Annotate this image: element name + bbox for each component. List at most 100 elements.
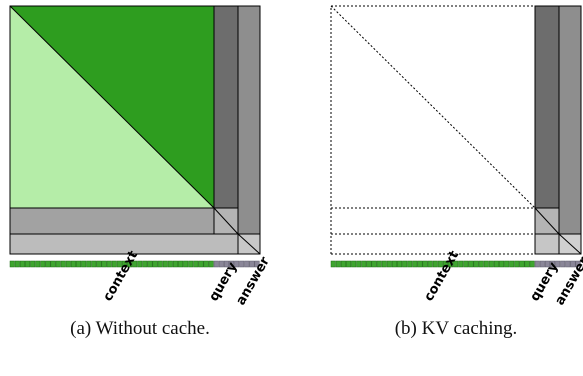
query-answer-token bbox=[575, 260, 581, 268]
query-answer-token bbox=[565, 260, 571, 268]
query-answer-token bbox=[223, 260, 229, 268]
panel-a-border bbox=[9, 5, 261, 255]
context-token bbox=[371, 260, 377, 268]
context-token bbox=[45, 260, 51, 268]
query-answer-token bbox=[555, 260, 561, 268]
context-token bbox=[478, 260, 484, 268]
caption-without-cache: (a) Without cache. bbox=[70, 318, 210, 339]
panel-without-cache: context query answer bbox=[9, 5, 273, 308]
context-token bbox=[111, 260, 117, 268]
context-token bbox=[499, 260, 505, 268]
context-token bbox=[147, 260, 153, 268]
context-token bbox=[167, 260, 173, 268]
aa-diagonal bbox=[558, 233, 582, 255]
context-token bbox=[427, 260, 433, 268]
context-token bbox=[488, 260, 494, 268]
query-answer-token bbox=[550, 260, 556, 268]
context-token bbox=[183, 260, 189, 268]
query-row bbox=[9, 207, 239, 235]
context-token bbox=[198, 260, 204, 268]
query-column bbox=[534, 5, 560, 209]
context-token bbox=[19, 260, 25, 268]
context-token bbox=[361, 260, 367, 268]
context-token bbox=[448, 260, 454, 268]
context-token bbox=[121, 260, 127, 268]
context-token bbox=[473, 260, 479, 268]
context-token bbox=[529, 260, 535, 268]
context-token bbox=[509, 260, 515, 268]
context-token bbox=[386, 260, 392, 268]
query-column bbox=[213, 5, 239, 209]
query-answer-token bbox=[234, 260, 240, 268]
context-token bbox=[188, 260, 194, 268]
context-token bbox=[381, 260, 387, 268]
context-token bbox=[96, 260, 102, 268]
context-token bbox=[483, 260, 489, 268]
context-token bbox=[519, 260, 525, 268]
context-token bbox=[402, 260, 408, 268]
context-token bbox=[14, 260, 20, 268]
context-token bbox=[55, 260, 61, 268]
context-token bbox=[514, 260, 520, 268]
query-answer-token bbox=[249, 260, 255, 268]
context-token bbox=[208, 260, 214, 268]
context-token bbox=[178, 260, 184, 268]
context-token bbox=[70, 260, 76, 268]
context-token bbox=[157, 260, 163, 268]
query-answer-token bbox=[560, 260, 566, 268]
context-token bbox=[152, 260, 158, 268]
query-answer-token bbox=[570, 260, 576, 268]
context-token bbox=[493, 260, 499, 268]
context-token bbox=[137, 260, 143, 268]
context-token bbox=[391, 260, 397, 268]
context-token bbox=[101, 260, 107, 268]
context-token bbox=[442, 260, 448, 268]
qq-diagonal bbox=[213, 207, 239, 235]
query-answer-token bbox=[229, 260, 235, 268]
context-token bbox=[356, 260, 362, 268]
context-token bbox=[458, 260, 464, 268]
token-strip bbox=[330, 260, 581, 268]
query-answer-token bbox=[218, 260, 224, 268]
query-answer-token bbox=[244, 260, 250, 268]
context-token bbox=[203, 260, 209, 268]
context-token bbox=[437, 260, 443, 268]
context-label: context bbox=[100, 248, 141, 304]
panel-b-outline bbox=[330, 5, 536, 209]
context-token bbox=[30, 260, 36, 268]
query-answer-token bbox=[544, 260, 550, 268]
caption-kv-caching: (b) KV caching. bbox=[394, 318, 518, 339]
context-token bbox=[127, 260, 133, 268]
context-token bbox=[76, 260, 82, 268]
context-token bbox=[412, 260, 418, 268]
context-token bbox=[91, 260, 97, 268]
context-token bbox=[407, 260, 413, 268]
context-label: context bbox=[421, 248, 462, 304]
context-token bbox=[366, 260, 372, 268]
context-token bbox=[60, 260, 66, 268]
context-token bbox=[453, 260, 459, 268]
context-token bbox=[40, 260, 46, 268]
qq-diagonal bbox=[534, 207, 560, 235]
context-token bbox=[335, 260, 341, 268]
context-token bbox=[351, 260, 357, 268]
token-strip bbox=[9, 260, 260, 268]
context-token bbox=[162, 260, 168, 268]
context-token bbox=[346, 260, 352, 268]
context-token bbox=[142, 260, 148, 268]
context-token bbox=[172, 260, 178, 268]
answer-column bbox=[558, 5, 582, 235]
context-token bbox=[504, 260, 510, 268]
query-answer-token bbox=[213, 260, 219, 268]
context-token bbox=[468, 260, 474, 268]
panel-kv-caching: context query answer bbox=[330, 5, 583, 308]
query-answer-token bbox=[534, 260, 540, 268]
query-answer-token bbox=[539, 260, 545, 268]
context-token bbox=[397, 260, 403, 268]
query-answer-block bbox=[534, 233, 560, 255]
context-diagonal bbox=[9, 5, 215, 209]
context-token bbox=[524, 260, 530, 268]
context-token bbox=[340, 260, 346, 268]
context-token bbox=[65, 260, 71, 268]
